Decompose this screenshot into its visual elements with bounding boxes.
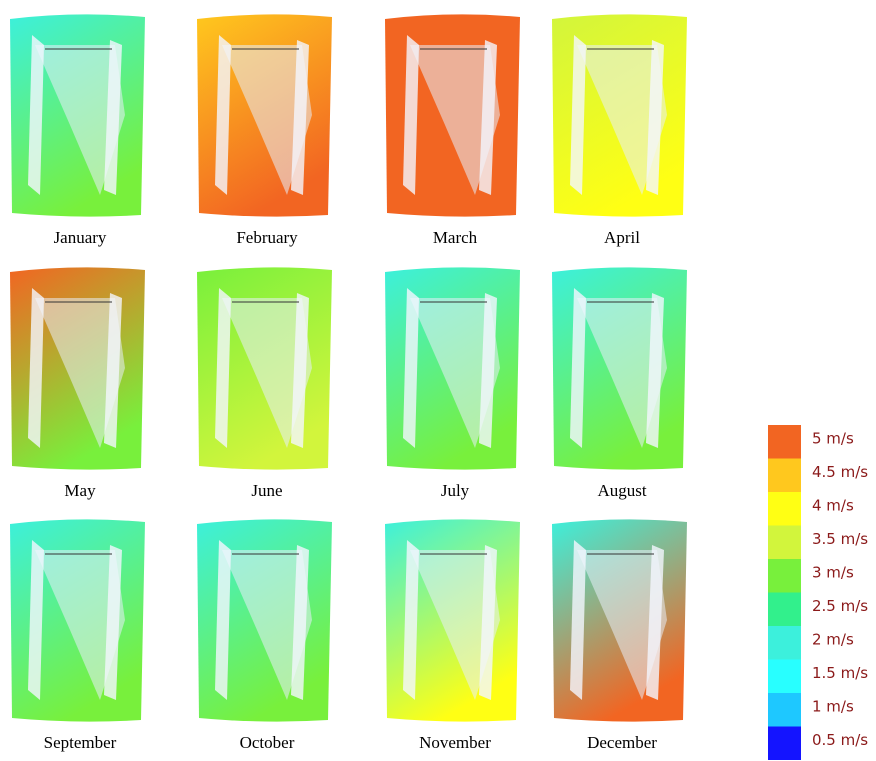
legend-label: 0.5 m/s	[812, 731, 868, 749]
legend-swatch	[768, 526, 801, 560]
panel-label: June	[251, 481, 282, 500]
wind-map	[385, 519, 520, 721]
panel-label: April	[604, 228, 640, 247]
legend-label: 3 m/s	[812, 564, 854, 582]
legend-swatch	[768, 559, 801, 593]
legend-swatch	[768, 626, 801, 660]
panel-label: July	[441, 481, 470, 500]
legend-swatch	[768, 459, 801, 493]
panel-label: November	[419, 733, 491, 752]
legend-label: 2.5 m/s	[812, 597, 868, 615]
legend-swatch	[768, 593, 801, 627]
panel-label: January	[54, 228, 107, 247]
panel-label: September	[44, 733, 117, 752]
wind-map	[385, 267, 520, 469]
legend-label: 4.5 m/s	[812, 463, 868, 481]
legend-label: 1 m/s	[812, 698, 854, 716]
legend-label: 5 m/s	[812, 430, 854, 448]
wind-map	[197, 14, 332, 216]
panel-label: December	[587, 733, 657, 752]
legend-swatch	[768, 425, 801, 459]
wind-map	[10, 267, 145, 469]
figure: January February March April May June July Augu…	[0, 0, 876, 761]
wind-map	[10, 519, 145, 721]
legend-label: 1.5 m/s	[812, 664, 868, 682]
wind-map	[552, 14, 687, 216]
legend-swatch	[768, 492, 801, 526]
legend-label: 4 m/s	[812, 497, 854, 515]
panel-label: May	[64, 481, 96, 500]
panel-label: February	[236, 228, 298, 247]
legend-swatch	[768, 727, 801, 761]
legend-swatch	[768, 693, 801, 727]
wind-map	[197, 267, 332, 469]
panel-label: October	[240, 733, 295, 752]
panel-label: August	[597, 481, 646, 500]
wind-map	[10, 14, 145, 216]
legend-swatch	[768, 660, 801, 694]
legend-label: 2 m/s	[812, 631, 854, 649]
panel-label: March	[433, 228, 478, 247]
wind-map	[552, 519, 687, 721]
wind-map	[385, 14, 520, 216]
wind-map	[552, 267, 687, 469]
wind-map	[197, 519, 332, 721]
legend-label: 3.5 m/s	[812, 530, 868, 548]
